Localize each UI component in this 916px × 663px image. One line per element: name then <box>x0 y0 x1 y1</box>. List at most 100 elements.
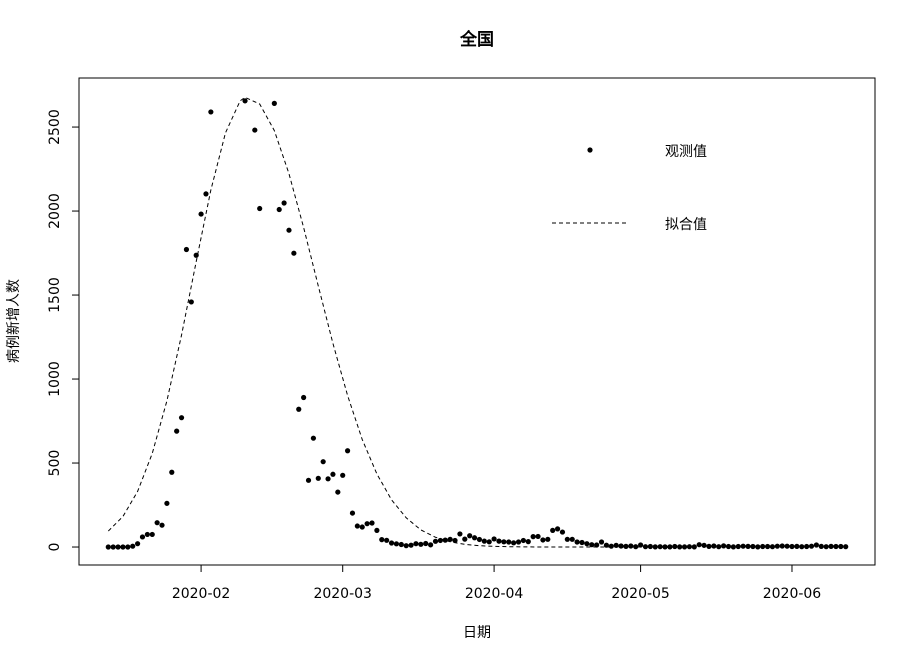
data-point <box>657 544 663 550</box>
data-point <box>594 542 600 548</box>
data-point <box>530 534 536 540</box>
data-point <box>716 544 722 550</box>
data-point <box>203 191 209 197</box>
x-tick-label: 2020-04 <box>465 586 524 602</box>
x-tick-label: 2020-03 <box>313 586 372 602</box>
data-point <box>403 543 409 549</box>
data-point <box>315 475 321 481</box>
data-point <box>349 510 356 516</box>
data-point <box>467 533 473 539</box>
data-point <box>501 539 507 545</box>
data-point <box>330 471 336 477</box>
data-point <box>296 406 302 412</box>
data-point <box>833 543 839 550</box>
data-point <box>257 205 263 212</box>
data-point <box>540 537 546 543</box>
legend-symbol <box>587 147 593 153</box>
y-tick-label: 1500 <box>47 277 63 313</box>
data-point <box>452 537 458 544</box>
x-tick-label: 2020-02 <box>172 586 231 602</box>
data-point <box>388 540 395 546</box>
data-point <box>686 544 693 550</box>
data-point <box>242 98 248 104</box>
data-point <box>755 544 761 550</box>
data-point <box>271 100 277 106</box>
y-tick-label: 2000 <box>47 193 63 229</box>
data-point <box>198 211 204 217</box>
data-point <box>589 542 595 548</box>
data-point <box>286 227 292 233</box>
data-point <box>789 543 795 550</box>
data-point <box>667 544 673 550</box>
data-point <box>823 544 829 550</box>
data-point <box>164 500 170 506</box>
data-point <box>652 544 658 550</box>
data-point <box>745 543 751 549</box>
data-point <box>535 533 541 540</box>
data-point <box>125 544 131 550</box>
data-point <box>559 529 566 535</box>
data-point <box>408 542 414 548</box>
data-point <box>550 527 556 533</box>
data-point <box>462 536 468 542</box>
data-point <box>135 541 141 547</box>
data-point <box>169 469 175 475</box>
data-point <box>320 459 326 465</box>
data-point <box>642 544 649 550</box>
data-point <box>818 543 824 549</box>
data-point <box>662 544 668 550</box>
data-point <box>471 535 478 541</box>
data-point <box>281 200 287 206</box>
y-tick-label: 0 <box>47 543 63 552</box>
data-point <box>413 541 419 547</box>
x-axis-label: 日期 <box>463 625 491 641</box>
data-point <box>276 206 282 213</box>
data-point <box>174 428 180 434</box>
data-point <box>813 542 819 548</box>
data-point <box>608 543 614 549</box>
data-point <box>291 250 297 256</box>
legend-label: 观测值 <box>665 144 707 160</box>
data-point <box>208 109 214 115</box>
fit-line <box>107 96 641 548</box>
data-point <box>735 543 741 550</box>
data-point <box>545 536 551 542</box>
y-tick-label: 500 <box>47 450 63 477</box>
data-point <box>647 543 653 550</box>
data-point <box>691 544 697 550</box>
data-point <box>486 539 492 545</box>
data-point <box>799 544 805 550</box>
data-point <box>110 544 116 550</box>
data-point <box>637 542 644 548</box>
data-point <box>305 477 312 483</box>
data-point <box>554 526 561 532</box>
data-point <box>418 541 424 547</box>
data-point <box>779 543 785 549</box>
data-point <box>105 544 111 550</box>
data-point <box>359 524 365 530</box>
data-point <box>706 543 712 549</box>
y-tick-label: 1000 <box>47 361 63 397</box>
data-point <box>760 543 766 550</box>
data-point <box>628 543 634 549</box>
legend-label: 拟合值 <box>665 217 707 233</box>
data-point <box>154 520 160 526</box>
data-point <box>794 543 800 549</box>
data-point <box>457 531 463 537</box>
data-point <box>120 544 126 550</box>
data-point <box>384 537 390 543</box>
data-point <box>428 542 434 548</box>
data-point <box>808 543 815 549</box>
data-point <box>354 523 360 529</box>
chart-title: 全国 <box>459 29 494 50</box>
x-tick-label: 2020-05 <box>611 586 670 602</box>
data-point <box>369 520 375 526</box>
data-point <box>603 542 610 548</box>
data-point <box>725 543 732 550</box>
data-point <box>335 489 341 495</box>
data-point <box>183 246 190 253</box>
data-point <box>804 543 810 550</box>
data-point <box>340 472 346 478</box>
data-point <box>496 538 502 544</box>
